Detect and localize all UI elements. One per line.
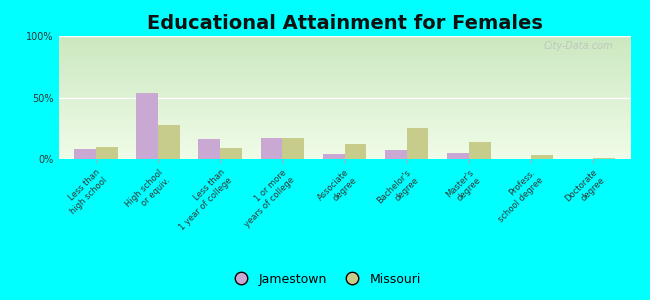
Bar — [96, 147, 118, 159]
Title: Educational Attainment for Females: Educational Attainment for Females — [146, 14, 543, 33]
Bar — [74, 149, 96, 159]
Bar — [220, 148, 242, 159]
Bar — [261, 138, 282, 159]
Text: City-Data.com: City-Data.com — [543, 41, 614, 51]
Bar — [136, 93, 158, 159]
Bar — [282, 138, 304, 159]
Bar — [469, 142, 491, 159]
Bar — [344, 144, 366, 159]
Bar — [407, 128, 428, 159]
Bar — [447, 153, 469, 159]
Bar — [593, 158, 615, 159]
Bar — [158, 124, 180, 159]
Bar — [385, 150, 407, 159]
Bar — [198, 139, 220, 159]
Bar — [323, 154, 345, 159]
Bar — [531, 155, 552, 159]
Legend: Jamestown, Missouri: Jamestown, Missouri — [224, 268, 426, 291]
